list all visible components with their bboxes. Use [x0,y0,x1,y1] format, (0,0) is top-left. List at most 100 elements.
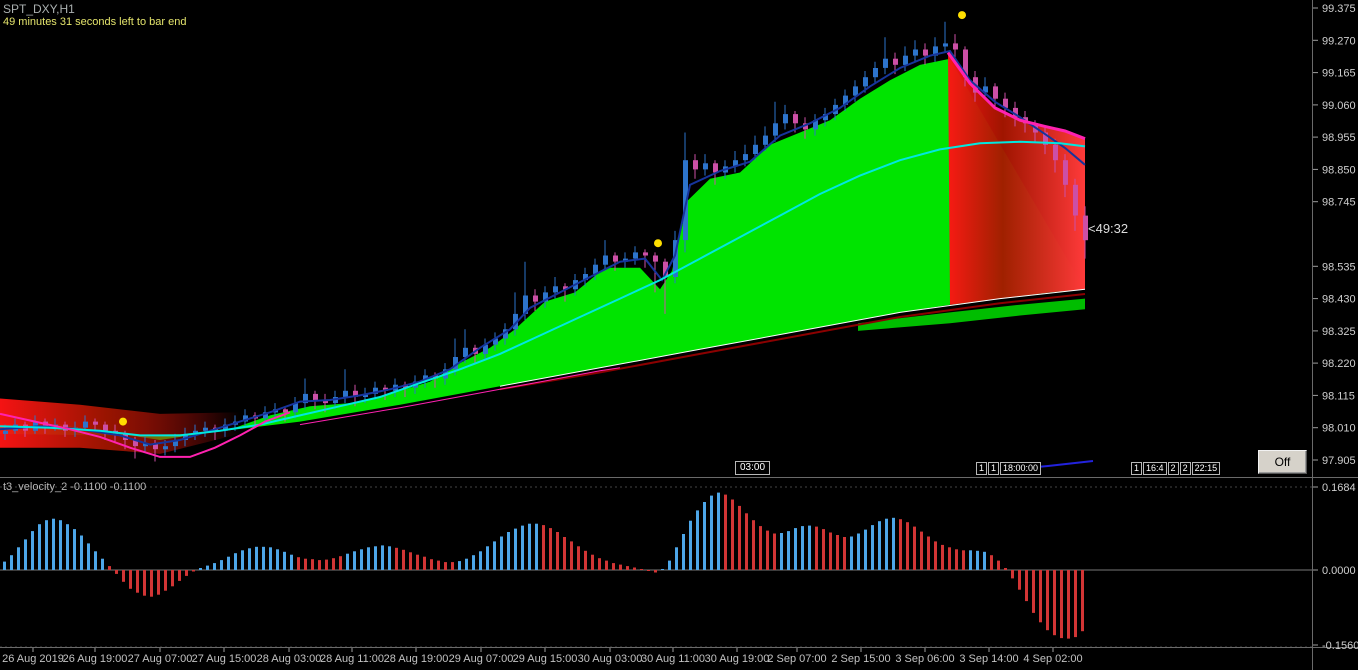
price-label: 98.220 [1322,358,1356,370]
histogram-bar [185,570,188,576]
histogram-bar [276,549,279,570]
histogram-bar [493,541,496,570]
candle-body [1043,132,1048,145]
histogram-bar [920,531,923,570]
time-axis-label: 29 Aug 07:00 [448,653,514,665]
histogram-bar [1081,570,1084,632]
session-time-label: 03:00 [735,461,771,475]
timer-box: 1 [976,462,988,475]
time-axis-label: 2 Sep 15:00 [831,653,891,665]
candle-body [953,43,958,50]
histogram-bar [178,570,181,581]
candle-body [133,440,138,447]
histogram-bar [871,525,874,570]
histogram-bar [423,556,426,570]
histogram-bar [836,535,839,570]
candle-body [183,433,188,440]
cyan-ma-line [0,140,1086,437]
candle-body [683,160,688,241]
candle-body [893,58,898,65]
histogram-bar [955,549,958,570]
trend-cloud-green [0,58,1085,440]
histogram-bar [626,566,629,570]
off-button[interactable]: Off [1258,450,1307,474]
candle-body [223,424,228,431]
price-axis[interactable]: 99.375 99.270 99.165 99.060 98.955 98.850 98.7… [1313,3,1356,467]
candle-body [733,160,738,167]
price-label: 98.850 [1322,164,1356,176]
histogram-bar [913,526,916,570]
candle-body [793,114,798,124]
histogram-bar [822,529,825,570]
histogram-bar [906,522,909,570]
candle-body [823,114,828,121]
time-axis-label: 3 Sep 14:00 [959,653,1019,665]
signal-dot [119,417,127,426]
candle-body [343,390,348,397]
histogram-bar [199,568,202,570]
histogram-bar [248,548,251,570]
histogram-bar [94,551,97,570]
candle-body [553,286,558,293]
candle-body [663,261,668,278]
histogram-bar [941,544,944,570]
magenta-line-left [0,411,291,458]
histogram-bar [724,494,727,570]
histogram-bar [367,547,370,570]
price-label: 99.060 [1322,100,1356,112]
histogram-bar [654,570,657,573]
histogram-bar [3,561,6,570]
time-axis-ticks [32,648,1054,652]
histogram-bar [829,532,832,570]
candle-body [613,255,618,262]
histogram-bar [241,550,244,570]
histogram-bar [171,570,174,587]
candle-body [653,255,658,262]
histogram-bar [87,543,90,570]
candle-body [323,400,328,404]
histogram-bar [640,569,643,570]
candle-body [103,424,108,431]
candle-body [533,295,538,302]
histogram-bar [808,525,811,570]
candle-body [363,393,368,397]
indicator-axis[interactable]: 0.1684 0.0000 -0.1560 [1313,482,1358,652]
histogram-bar [570,541,573,570]
histogram-bar [45,520,48,570]
histogram-bar [703,502,706,570]
timer-box: 18:00:00 [1000,462,1042,475]
candle-body [173,440,178,447]
candle-body [673,240,678,277]
histogram-bar [962,550,965,570]
histogram-bar [283,551,286,570]
bar-countdown-text: 49 minutes 31 seconds left to bar end [3,16,187,28]
histogram-bar [850,536,853,570]
price-label: 98.745 [1322,197,1356,209]
candle-body [193,430,198,434]
candle-body [83,421,88,428]
histogram-bar [801,526,804,570]
histogram-bar [647,570,650,571]
candle-body [713,163,718,173]
histogram-bar [374,546,377,570]
candle-body [373,387,378,394]
histogram-bar [304,558,307,570]
histogram-bar [605,560,608,570]
time-axis-label: 30 Aug 19:00 [704,653,770,665]
candle-body [353,390,358,397]
histogram-bar [395,547,398,570]
time-axis[interactable]: 26 Aug 2019 26 Aug 19:00 27 Aug 07:00 27 Au… [0,648,1358,670]
histogram-bar [1011,570,1014,579]
histogram-bar [514,528,517,570]
histogram-bar [213,563,216,570]
price-label: 98.955 [1322,132,1356,144]
candle-body [873,68,878,78]
time-axis-label: 2 Sep 07:00 [767,653,827,665]
candle-body [153,443,158,450]
price-label: 99.165 [1322,68,1356,80]
histogram-bar [773,533,776,570]
histogram-bar [1074,570,1077,638]
price-label: 97.905 [1322,455,1356,467]
